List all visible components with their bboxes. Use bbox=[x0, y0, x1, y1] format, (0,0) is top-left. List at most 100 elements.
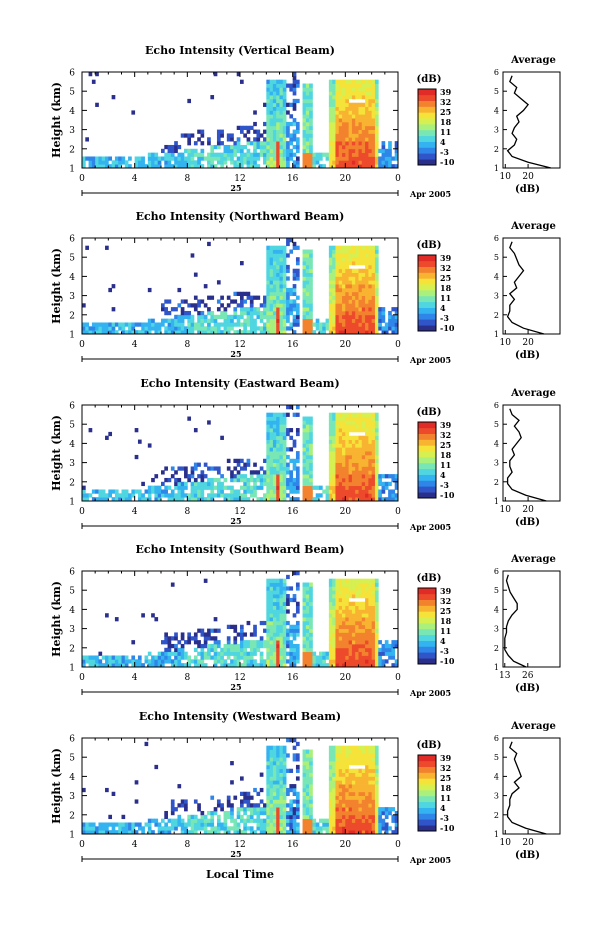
heatmap-cell bbox=[338, 830, 343, 835]
heatmap-cell bbox=[358, 268, 363, 273]
heatmap-cell bbox=[137, 659, 142, 664]
heatmap-cell bbox=[309, 489, 313, 494]
heatmap-cell bbox=[361, 447, 366, 452]
heatmap-cell bbox=[328, 160, 333, 165]
heatmap-cell bbox=[272, 663, 277, 668]
heatmap-cell bbox=[332, 125, 336, 130]
heatmap-cell bbox=[361, 745, 366, 750]
heatmap-cell bbox=[253, 481, 257, 487]
heatmap-cell bbox=[220, 164, 224, 169]
heatmap-cell bbox=[338, 651, 343, 656]
heatmap-cell bbox=[184, 470, 188, 475]
heatmap-cell bbox=[348, 749, 353, 754]
heatmap-cell bbox=[286, 241, 290, 247]
heatmap-cell bbox=[282, 91, 287, 96]
heatmap-cell bbox=[358, 276, 363, 281]
heatmap-cell bbox=[223, 643, 228, 649]
heatmap-cell bbox=[355, 810, 359, 816]
heatmap-cell bbox=[282, 624, 287, 629]
heatmap-cell bbox=[312, 659, 317, 664]
heatmap-cell bbox=[98, 663, 103, 668]
heatmap-cell bbox=[391, 497, 396, 502]
heatmap-cell bbox=[348, 125, 353, 130]
heatmap-cell bbox=[355, 466, 359, 471]
heatmap-cell bbox=[246, 291, 251, 296]
heatmap-cell bbox=[246, 141, 251, 146]
heatmap-cell bbox=[259, 144, 264, 150]
colorbar-tick-label: -3 bbox=[440, 646, 449, 656]
heatmap-cell bbox=[177, 318, 182, 323]
heatmap-cell bbox=[351, 663, 356, 668]
heatmap-cell bbox=[302, 799, 307, 804]
heatmap-cell bbox=[315, 826, 320, 831]
heatmap-cell bbox=[338, 458, 343, 463]
heatmap-cell bbox=[282, 303, 287, 308]
heatmap-cell bbox=[368, 264, 373, 270]
heatmap-cell bbox=[266, 299, 271, 304]
heatmap-cell bbox=[210, 647, 215, 653]
heatmap-cell bbox=[98, 659, 103, 664]
heatmap-cell bbox=[253, 110, 257, 115]
x-tick-label: 16 bbox=[287, 174, 299, 184]
heatmap-cell bbox=[279, 264, 284, 270]
heatmap-cell bbox=[361, 303, 366, 308]
heatmap-cell bbox=[345, 284, 350, 289]
heatmap-cell bbox=[256, 477, 261, 483]
heatmap-cell bbox=[184, 651, 188, 656]
heatmap-cell bbox=[394, 326, 399, 331]
heatmap-cell bbox=[365, 95, 369, 100]
heatmap-cell bbox=[371, 303, 376, 308]
heatmap-cell bbox=[282, 470, 287, 475]
heatmap-cell bbox=[207, 295, 211, 300]
heatmap-cell bbox=[266, 443, 271, 448]
heatmap-cell bbox=[371, 280, 376, 285]
heatmap-cell bbox=[338, 818, 343, 823]
heatmap-cell bbox=[374, 761, 379, 766]
average-x-tick-label: 10 bbox=[500, 505, 512, 515]
heatmap-cell bbox=[91, 164, 96, 169]
heatmap-cell bbox=[272, 807, 277, 812]
heatmap-cell bbox=[358, 590, 363, 595]
heatmap-cell bbox=[272, 749, 277, 754]
heatmap-cell bbox=[207, 322, 211, 327]
heatmap-cell bbox=[279, 253, 284, 258]
heatmap-cell bbox=[348, 280, 353, 285]
heatmap-cell bbox=[210, 822, 215, 827]
heatmap-cell bbox=[305, 268, 310, 273]
heatmap-cell bbox=[374, 586, 379, 591]
heatmap-cell bbox=[295, 295, 300, 300]
heatmap-cell bbox=[279, 497, 284, 502]
heatmap-cell bbox=[371, 830, 376, 835]
heatmap-cell bbox=[269, 295, 274, 300]
heatmap-cell bbox=[381, 810, 386, 816]
heatmap-cell bbox=[335, 818, 340, 823]
heatmap-cell bbox=[345, 485, 350, 490]
heatmap-cell bbox=[309, 148, 313, 154]
heatmap-cell bbox=[223, 318, 228, 323]
heatmap-cell bbox=[269, 148, 274, 154]
heatmap-cell bbox=[286, 164, 290, 169]
heatmap-cell bbox=[295, 826, 300, 831]
heatmap-cell bbox=[328, 586, 333, 591]
heatmap-cell bbox=[256, 470, 261, 475]
heatmap-cell bbox=[253, 647, 257, 653]
heatmap-cell bbox=[151, 156, 155, 161]
colorbar-swatch bbox=[418, 611, 436, 618]
heatmap-cell bbox=[368, 489, 373, 494]
heatmap-cell bbox=[365, 462, 369, 467]
heatmap-cell bbox=[371, 477, 376, 483]
heatmap-cell bbox=[282, 121, 287, 127]
heatmap-cell bbox=[161, 663, 165, 668]
heatmap-cell bbox=[279, 489, 284, 494]
heatmap-cell bbox=[216, 470, 221, 475]
heatmap-cell bbox=[342, 287, 346, 293]
heatmap-cell bbox=[368, 807, 373, 812]
heatmap-cell bbox=[269, 597, 274, 603]
heatmap-cell bbox=[302, 137, 307, 142]
heatmap-cell bbox=[361, 276, 366, 281]
heatmap-cell bbox=[348, 133, 353, 138]
heatmap-cell bbox=[365, 764, 369, 770]
heatmap-cell bbox=[131, 326, 136, 331]
heatmap-cell bbox=[345, 322, 350, 327]
heatmap-cell bbox=[338, 659, 343, 664]
